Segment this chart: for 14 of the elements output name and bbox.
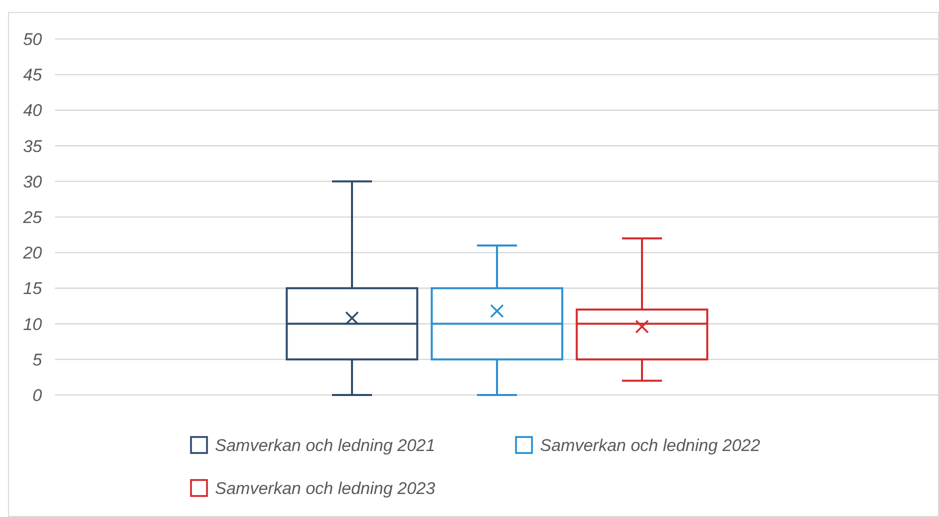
y-tick-label: 35 xyxy=(23,136,43,156)
y-tick-label: 50 xyxy=(23,30,43,49)
y-tick-label: 30 xyxy=(23,172,43,192)
legend-label: Samverkan och ledning 2021 xyxy=(215,436,436,455)
y-tick-label: 25 xyxy=(22,208,43,227)
y-tick-label: 15 xyxy=(23,279,43,298)
y-tick-label: 10 xyxy=(23,314,43,334)
y-tick-label: 45 xyxy=(23,66,43,85)
legend-label: Samverkan och ledning 2023 xyxy=(215,478,436,498)
y-tick-label: 40 xyxy=(23,101,43,120)
y-tick-label: 20 xyxy=(22,244,43,263)
y-tick-label: 0 xyxy=(32,386,43,405)
legend-label: Samverkan och ledning 2022 xyxy=(540,436,761,455)
y-tick-label: 5 xyxy=(32,350,43,370)
